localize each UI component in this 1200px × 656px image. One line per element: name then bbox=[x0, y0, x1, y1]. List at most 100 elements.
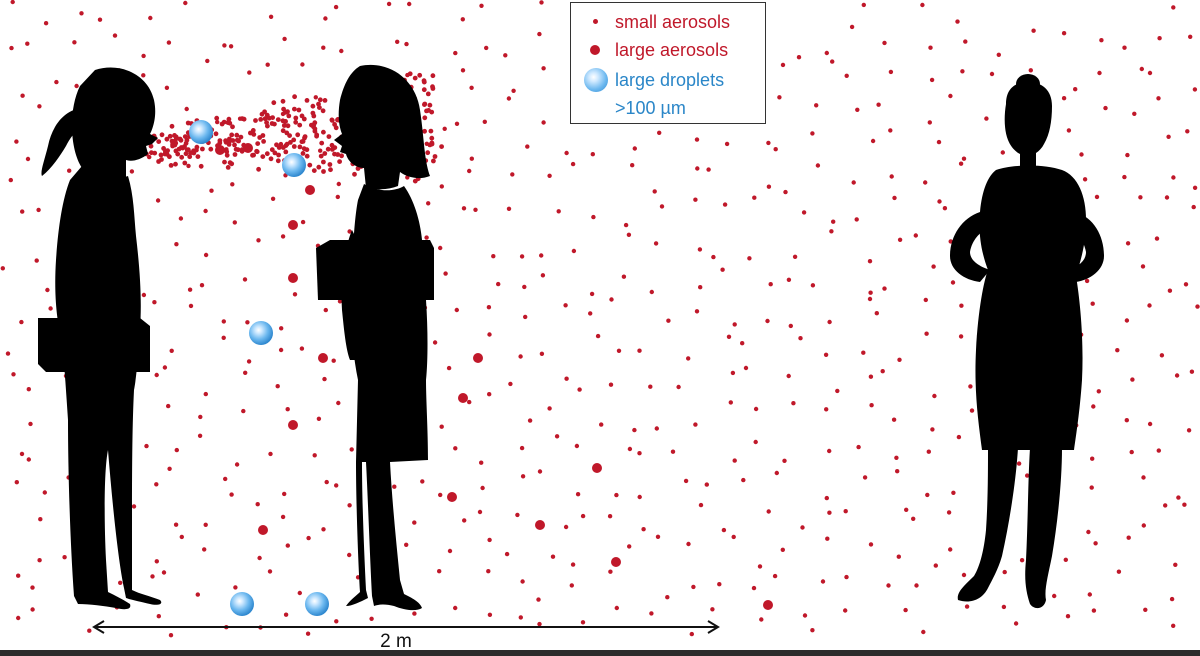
small-aerosol-dot bbox=[11, 372, 16, 377]
small-aerosol-dot bbox=[1132, 111, 1137, 117]
small-aerosol-dot bbox=[43, 21, 49, 26]
small-aerosol-dot bbox=[563, 524, 569, 530]
small-aerosol-dot bbox=[541, 120, 546, 125]
small-aerosol-dot bbox=[831, 219, 836, 224]
plume-aerosol-dot bbox=[301, 146, 307, 152]
small-aerosol-dot bbox=[36, 207, 41, 213]
plume-aerosol-dot bbox=[430, 84, 435, 90]
plume-aerosol-dot bbox=[312, 128, 318, 134]
small-aerosol-dot bbox=[936, 139, 942, 145]
small-aerosol-dot bbox=[1147, 421, 1153, 427]
small-aerosol-dot bbox=[825, 536, 830, 541]
small-aerosol-dot bbox=[285, 407, 290, 412]
small-aerosol-dot bbox=[205, 58, 210, 64]
plume-aerosol-dot bbox=[217, 138, 223, 144]
small-aerosol-dot bbox=[802, 613, 808, 618]
small-aerosol-dot bbox=[299, 346, 305, 351]
large-droplets-layer bbox=[189, 120, 329, 616]
small-aerosol-dot bbox=[0, 266, 5, 271]
small-aerosol-dot bbox=[257, 555, 262, 561]
small-aerosol-dot bbox=[1186, 428, 1192, 433]
small-aerosol-dot bbox=[870, 138, 876, 144]
small-aerosol-dot bbox=[154, 482, 159, 487]
plume-aerosol-dot bbox=[427, 102, 433, 108]
small-aerosol-dot bbox=[886, 583, 891, 588]
small-aerosol-dot bbox=[844, 574, 849, 580]
plume-aerosol-dot bbox=[322, 98, 328, 103]
small-aerosol-dot bbox=[649, 289, 654, 295]
small-aerosol-dot bbox=[5, 351, 11, 356]
small-aerosol-dot bbox=[443, 271, 448, 276]
small-aerosol-dot bbox=[453, 446, 458, 451]
plume-aerosol-dot bbox=[320, 108, 326, 114]
large-aerosol-dot bbox=[288, 273, 298, 283]
plume-aerosol-dot bbox=[225, 120, 231, 125]
small-aerosol-dot bbox=[614, 492, 619, 498]
small-aerosol-dot bbox=[575, 492, 581, 497]
small-aerosol-dot bbox=[652, 189, 657, 194]
small-aerosol-dot bbox=[892, 195, 897, 201]
plume-aerosol-dot bbox=[229, 132, 235, 138]
large-droplet bbox=[189, 120, 213, 144]
small-aerosol-dot bbox=[759, 617, 764, 622]
small-aerosol-dot bbox=[1091, 404, 1096, 409]
legend: small aerosols large aerosols large drop… bbox=[570, 2, 766, 124]
small-aerosol-dot bbox=[844, 73, 849, 79]
plume-aerosol-dot bbox=[432, 154, 438, 159]
small-aerosol-dot bbox=[547, 173, 552, 178]
plume-aerosol-dot bbox=[318, 153, 324, 159]
small-aerosol-dot bbox=[788, 323, 793, 329]
small-aerosol-dot bbox=[722, 202, 728, 207]
small-aerosol-dot bbox=[336, 181, 341, 187]
small-aerosol-dot bbox=[45, 287, 50, 293]
plume-aerosol-dot bbox=[260, 133, 266, 138]
small-aerosol-dot bbox=[496, 281, 501, 287]
plume-aerosol-dot bbox=[250, 127, 256, 133]
small-aerosol-dot bbox=[951, 490, 956, 495]
small-aerosol-dot bbox=[730, 370, 736, 376]
plume-aerosol-dot bbox=[187, 154, 193, 160]
small-aerosol-dot bbox=[487, 392, 492, 397]
small-aerosol-dot bbox=[369, 616, 374, 621]
small-aerosol-dot bbox=[279, 326, 284, 331]
small-aerosol-dot bbox=[129, 169, 135, 174]
small-aerosol-dot bbox=[166, 40, 172, 45]
small-aerosol-dot bbox=[626, 232, 632, 237]
small-aerosol-dot bbox=[437, 569, 442, 574]
plume-aerosol-dot bbox=[179, 154, 185, 160]
plume-aerosol-dot bbox=[158, 152, 164, 158]
small-aerosol-dot bbox=[1122, 45, 1127, 50]
small-aerosol-dot bbox=[925, 492, 930, 498]
small-aerosol-dot bbox=[856, 444, 861, 450]
small-aerosol-dot bbox=[623, 222, 629, 228]
small-aerosol-dot bbox=[1090, 456, 1095, 461]
plume-aerosol-dot bbox=[219, 121, 225, 127]
small-aerosol-dot bbox=[154, 372, 159, 378]
small-aerosol-dot bbox=[933, 563, 938, 568]
small-aerosol-dot bbox=[753, 439, 758, 445]
small-aerosol-dot bbox=[710, 607, 715, 612]
small-aerosol-dot bbox=[649, 611, 654, 616]
small-aerosol-dot bbox=[1016, 461, 1022, 466]
plume-aerosol-dot bbox=[335, 152, 341, 157]
small-aerosol-dot bbox=[520, 579, 525, 584]
small-aerosol-dot bbox=[395, 39, 400, 44]
plume-aerosol-dot bbox=[253, 118, 258, 123]
plume-aerosol-dot bbox=[287, 133, 292, 139]
small-aerosol-dot bbox=[564, 150, 569, 156]
small-aerosol-dot bbox=[141, 53, 146, 59]
small-aerosol-dot bbox=[968, 384, 973, 389]
small-aerosol-dot bbox=[921, 629, 926, 635]
small-aerosol-dot bbox=[659, 204, 665, 209]
plume-aerosol-dot bbox=[292, 106, 297, 112]
plume-aerosol-dot bbox=[312, 120, 318, 126]
plume-aerosol-dot bbox=[269, 147, 275, 153]
plume-aerosol-dot bbox=[272, 121, 277, 127]
small-aerosol-dot bbox=[331, 358, 336, 363]
small-aerosol-dot bbox=[25, 41, 30, 46]
plume-aerosol-dot bbox=[169, 123, 175, 129]
plume-aerosol-dot bbox=[285, 123, 291, 129]
legend-label-large-droplets: large droplets bbox=[615, 70, 725, 90]
small-aerosol-dot bbox=[563, 303, 568, 308]
